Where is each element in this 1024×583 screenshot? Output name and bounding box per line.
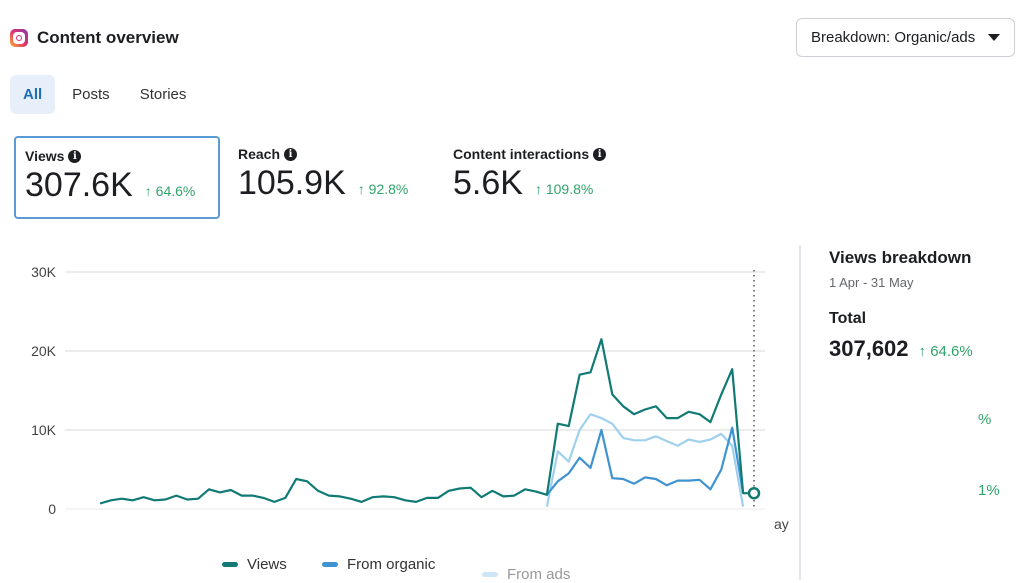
tab-all[interactable]: All (10, 75, 56, 114)
metric-card-reach[interactable]: Reach i 105.9K ↑ 92.8% (229, 136, 439, 219)
legend-label: Views (247, 556, 287, 573)
series-line-views (99, 338, 754, 505)
x-tick-label: ay (774, 516, 789, 532)
legend-swatch (482, 572, 498, 577)
metric-value: 5.6K (453, 164, 523, 202)
y-tick-label: 20K (31, 343, 57, 359)
legend-label: From ads (507, 566, 571, 583)
metric-label: Views (25, 148, 65, 164)
y-tick-label: 30K (31, 264, 57, 280)
breakdown-dropdown[interactable]: Breakdown: Organic/ads (796, 18, 1015, 57)
views-line-chart: 0 10K 20K 30K (31, 264, 765, 517)
breakdown-date-range: 1 Apr - 31 May (829, 275, 914, 290)
y-tick-label: 10K (31, 422, 57, 438)
metric-card-content-interactions[interactable]: Content interactions i 5.6K ↑ 109.8% (444, 136, 664, 219)
ads-delta-fragment: 1% (978, 482, 1000, 499)
tab-stories[interactable]: Stories (139, 86, 187, 103)
breakdown-title: Views breakdown (829, 248, 972, 267)
breakdown-total-label: Total (829, 310, 867, 327)
y-tick-label: 0 (48, 501, 56, 517)
title-text: Content overview (37, 28, 179, 47)
metric-delta: ↑ 64.6% (144, 183, 196, 199)
instagram-icon (10, 29, 28, 47)
metric-label: Content interactions (453, 146, 590, 162)
breakdown-total-delta: ↑ 64.6% (918, 343, 973, 360)
metric-delta: ↑ 109.8% (534, 181, 594, 197)
metric-value: 105.9K (238, 164, 346, 202)
organic-delta-fragment: % (978, 411, 992, 428)
metric-delta: ↑ 92.8% (357, 181, 409, 197)
legend-swatch (222, 562, 238, 567)
series-line-from-organic (546, 426, 745, 496)
breakdown-label: Breakdown: Organic/ads (811, 29, 976, 46)
divider (799, 245, 801, 580)
legend-label: From organic (347, 556, 436, 573)
caret-down-icon (988, 34, 1000, 41)
metric-value: 307.6K (25, 166, 133, 204)
legend-swatch (322, 562, 338, 567)
metric-card-views[interactable]: Views i 307.6K ↑ 64.6% (14, 136, 220, 219)
legend-item-views[interactable]: Views (222, 556, 287, 573)
page-title: Content overview (10, 28, 179, 48)
legend-item-organic[interactable]: From organic (322, 556, 435, 573)
content-tabs: All Posts Stories (10, 75, 199, 114)
breakdown-total: 307,602 ↑ 64.6% (829, 336, 973, 362)
hover-point-marker (747, 486, 761, 500)
info-icon[interactable]: i (68, 149, 82, 163)
series-line-from-ads (545, 413, 745, 507)
legend-item-ads[interactable]: From ads (482, 566, 570, 583)
breakdown-total-value: 307,602 (829, 336, 909, 361)
metric-label: Reach (238, 146, 281, 162)
info-icon[interactable]: i (284, 147, 298, 161)
tab-posts[interactable]: Posts (72, 86, 110, 103)
info-icon[interactable]: i (593, 147, 607, 161)
